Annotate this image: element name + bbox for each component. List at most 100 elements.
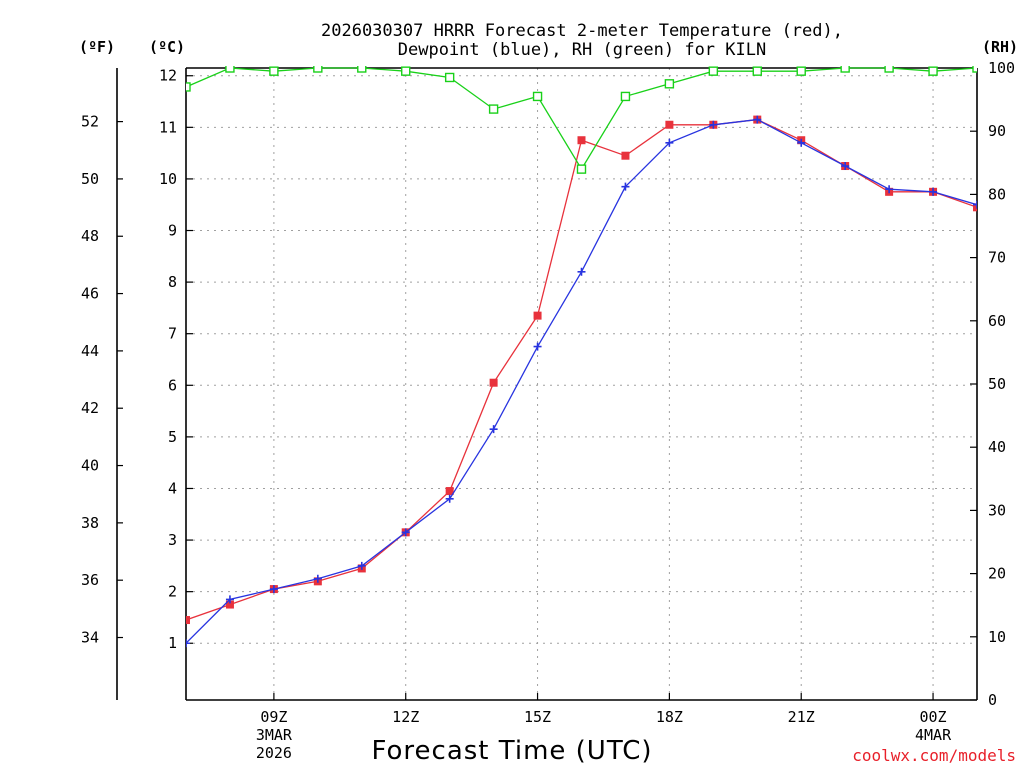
rh-point (488, 104, 499, 114)
rh-axis-ticks: 0 10 20 30 40 50 60 70 80 90 100 (970, 59, 1015, 709)
fahrenheit-tick-label: 44 (81, 342, 99, 360)
dewpoint-point (357, 561, 366, 570)
dewpoint-point (885, 185, 894, 194)
rh-unit-label: (RH) (982, 38, 1018, 56)
dewpoint-series (186, 115, 977, 648)
celsius-tick-label: 5 (168, 428, 177, 446)
rh-tick-label: 10 (988, 628, 1006, 646)
celsius-tick-label: 9 (168, 222, 177, 240)
temperature-series (186, 115, 1024, 625)
dewpoint-point (225, 595, 234, 604)
temperature-point (577, 136, 586, 145)
rh-point (186, 82, 191, 92)
chart-title-line-2: Dewpoint (blue), RH (green) for KILN (398, 40, 766, 60)
celsius-tick-label: 3 (168, 531, 177, 549)
dewpoint-point (797, 138, 806, 147)
dewpoint-point (709, 120, 718, 129)
temperature-point (489, 378, 498, 387)
celsius-tick-label: 6 (168, 376, 177, 394)
dewpoint-point (577, 267, 586, 276)
celsius-unit-label: (ºC) (149, 38, 185, 56)
temperature-point (445, 487, 454, 496)
rh-point (664, 79, 675, 89)
rh-point (884, 66, 894, 73)
fahrenheit-tick-label: 40 (81, 457, 99, 475)
celsius-tick-label: 8 (168, 273, 177, 291)
rh-tick-label: 60 (988, 312, 1006, 330)
rh-point (532, 91, 543, 102)
rh-tick-label: 80 (988, 185, 1006, 203)
rh-series (186, 64, 1024, 174)
temperature-point (1017, 211, 1024, 219)
x-tick-label: 18Z (656, 708, 683, 726)
x-tick-label: 2026 (256, 744, 292, 762)
chart-title: 2026030307 HRRR Forecast 2-meter Tempera… (321, 21, 843, 60)
rh-point (620, 91, 631, 102)
x-tick-label: 12Z (392, 708, 419, 726)
rh-point (840, 66, 850, 73)
dewpoint-point (929, 187, 938, 196)
fahrenheit-axis-ticks: 34 36 38 40 42 44 46 48 50 52 (81, 113, 123, 647)
dewpoint-point (973, 200, 977, 209)
x-tick-label: 21Z (788, 708, 815, 726)
chart-title-line-1: 2026030307 HRRR Forecast 2-meter Tempera… (321, 21, 843, 41)
rh-tick-label: 30 (988, 501, 1006, 519)
dewpoint-point (665, 138, 674, 147)
celsius-tick-label: 1 (168, 634, 177, 652)
dewpoint-point (313, 574, 322, 583)
celsius-tick-label: 7 (168, 325, 177, 343)
rh-tick-label: 90 (988, 122, 1006, 140)
dewpoint-point (401, 528, 410, 537)
temperature-point (533, 311, 542, 320)
fahrenheit-tick-label: 48 (81, 227, 99, 245)
x-axis-title: Forecast Time (UTC) (371, 736, 652, 766)
rh-tick-label: 20 (988, 565, 1006, 583)
rh-point (708, 66, 719, 76)
rh-tick-label: 100 (988, 59, 1015, 77)
data-series (186, 64, 1024, 648)
rh-tick-label: 40 (988, 438, 1006, 456)
fahrenheit-tick-label: 34 (81, 629, 99, 647)
celsius-tick-label: 12 (159, 67, 177, 85)
rh-point (928, 66, 938, 76)
fahrenheit-tick-label: 42 (81, 399, 99, 417)
celsius-tick-label: 10 (159, 170, 177, 188)
dewpoint-point (533, 342, 542, 351)
rh-point (269, 66, 279, 76)
temperature-point (665, 120, 674, 129)
rh-tick-label: 70 (988, 249, 1006, 267)
fahrenheit-tick-label: 38 (81, 514, 99, 532)
rh-point (972, 66, 977, 73)
temperature-point (621, 151, 630, 160)
celsius-tick-label: 11 (159, 118, 177, 136)
celsius-tick-label: 4 (168, 479, 177, 497)
rh-point (225, 66, 235, 73)
rh-line (186, 67, 977, 171)
dewpoint-point (269, 585, 278, 594)
dewpoint-point (621, 182, 630, 191)
dewpoint-point (753, 115, 762, 124)
fahrenheit-tick-label: 50 (81, 170, 99, 188)
temperature-point (225, 600, 234, 609)
dewpoint-point (186, 639, 190, 648)
fahrenheit-unit-label: (ºF) (79, 38, 115, 56)
fahrenheit-tick-label: 52 (81, 113, 99, 131)
rh-point (444, 72, 455, 83)
rh-point (1017, 64, 1024, 72)
rh-tick-label: 50 (988, 375, 1006, 393)
rh-point (576, 164, 587, 174)
credit-text: coolwx.com/models (852, 746, 1016, 765)
gridlines (186, 68, 977, 700)
fahrenheit-tick-label: 36 (81, 571, 99, 589)
rh-point (357, 66, 367, 73)
rh-point (796, 66, 806, 76)
rh-point (401, 66, 411, 76)
temperature-line (186, 118, 977, 621)
x-tick-label: 09Z (260, 708, 287, 726)
x-tick-label: 4MAR (915, 726, 952, 744)
dewpoint-point (489, 425, 498, 434)
rh-point (752, 66, 762, 76)
x-tick-label: 3MAR (256, 726, 293, 744)
